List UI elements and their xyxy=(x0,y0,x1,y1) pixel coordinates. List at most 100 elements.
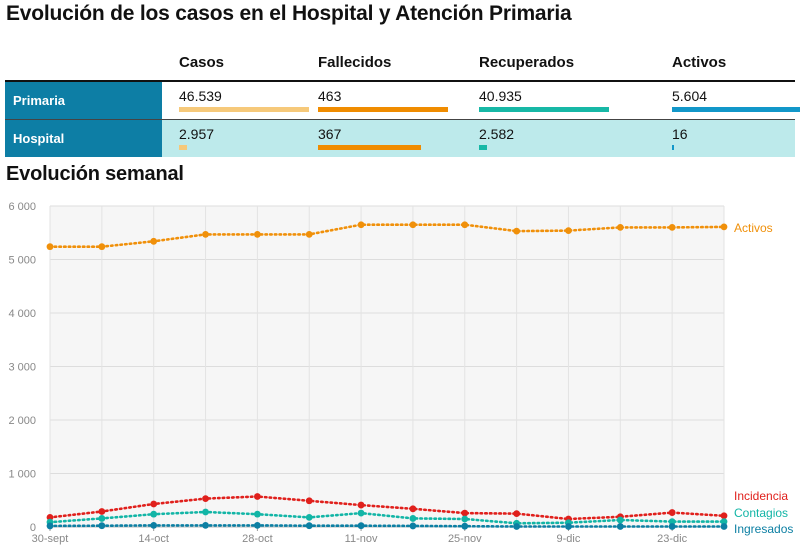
x-tick-label: 30-sept xyxy=(32,533,69,545)
cell-value: 2.582 xyxy=(479,126,515,142)
data-point xyxy=(150,521,158,529)
x-tick-label: 9-dic xyxy=(557,533,581,545)
cell-bar xyxy=(318,145,421,150)
x-tick-label: 25-nov xyxy=(448,533,482,545)
cell-fallecidos: 367 xyxy=(318,126,421,150)
y-tick-label: 5 000 xyxy=(8,255,36,267)
data-point xyxy=(720,223,728,231)
data-point xyxy=(98,515,106,522)
data-point xyxy=(202,230,209,238)
series-label: Contagios xyxy=(734,506,788,520)
cell-bar xyxy=(672,145,674,150)
data-point xyxy=(253,521,261,529)
cell-bar xyxy=(672,107,800,112)
data-point xyxy=(150,500,158,508)
data-point xyxy=(202,495,209,503)
y-axis: 0 1 000 2 000 3 000 4 000 5 000 6 000 xyxy=(8,201,36,534)
row-label: Primaria xyxy=(5,82,162,119)
data-point xyxy=(461,509,469,517)
data-point xyxy=(565,523,572,530)
cell-value: 367 xyxy=(318,126,342,142)
cell-casos: 2.957 xyxy=(179,126,214,150)
column-header-recuperados: Recuperados xyxy=(479,54,575,71)
data-point xyxy=(668,224,676,231)
data-point xyxy=(98,508,106,515)
series-line xyxy=(48,510,726,525)
cell-bar xyxy=(179,145,187,150)
x-tick-label: 14-oct xyxy=(138,533,169,545)
data-point xyxy=(98,522,106,530)
cell-fallecidos: 463 xyxy=(318,88,448,112)
cell-value: 5.604 xyxy=(672,88,708,104)
x-tick-label: 11-nov xyxy=(345,533,378,545)
series-line xyxy=(48,223,726,249)
y-tick-label: 4 000 xyxy=(8,308,36,320)
x-tick-label: 23-dic xyxy=(657,533,687,545)
y-tick-label: 6 000 xyxy=(8,201,36,213)
data-point xyxy=(720,518,728,526)
y-tick-label: 2 000 xyxy=(8,415,36,427)
x-axis: 30-sept 14-oct 28-oct 11-nov 25-nov 9-dic 23-d… xyxy=(32,527,688,545)
column-header-casos: Casos xyxy=(179,54,225,71)
data-point xyxy=(616,523,624,530)
series-label: Activos xyxy=(734,221,773,235)
summary-table: Casos Fallecidos Recuperados Activos Pri… xyxy=(5,44,800,157)
grid xyxy=(49,205,725,528)
data-point xyxy=(668,518,676,526)
data-point xyxy=(409,515,417,522)
data-point xyxy=(513,523,521,530)
data-point xyxy=(253,230,261,238)
cell-recuperados: 2.582 xyxy=(479,126,514,150)
cell-value: 463 xyxy=(318,88,342,104)
data-point xyxy=(357,522,365,530)
series-ingresados: Ingresados xyxy=(46,521,793,536)
data-point xyxy=(720,523,728,530)
data-point xyxy=(305,513,313,521)
data-point xyxy=(565,227,572,235)
data-point xyxy=(409,505,417,513)
cell-casos: 46.539 xyxy=(179,88,309,112)
data-point xyxy=(46,522,54,530)
data-point xyxy=(357,221,365,229)
data-point xyxy=(305,497,313,505)
data-point xyxy=(98,243,106,251)
cell-bar xyxy=(179,107,309,112)
data-point xyxy=(513,227,521,235)
page-title: Evolución de los casos en el Hospital y … xyxy=(6,2,572,25)
data-point xyxy=(409,522,417,530)
series-line xyxy=(48,495,726,521)
table-row-hospital: Hospital 2.957 367 2.582 16 xyxy=(5,120,795,157)
cell-bar xyxy=(479,107,609,112)
data-point xyxy=(616,224,624,231)
cell-value: 2.957 xyxy=(179,126,215,142)
data-point xyxy=(461,221,469,229)
data-point xyxy=(202,521,209,529)
data-point xyxy=(202,508,209,516)
cell-bar xyxy=(318,107,448,112)
weekly-line-chart: 0 1 000 2 000 3 000 4 000 5 000 6 000 30-sept 1… xyxy=(8,201,793,545)
data-point xyxy=(461,522,469,530)
cell-value: 40.935 xyxy=(479,88,522,104)
cell-activos: 5.604 xyxy=(672,88,800,112)
data-point xyxy=(253,493,261,500)
data-point xyxy=(461,515,469,523)
data-point xyxy=(46,243,54,251)
series-line xyxy=(48,524,726,528)
y-tick-label: 1 000 xyxy=(8,469,36,481)
table-header: Casos Fallecidos Recuperados Activos xyxy=(5,44,795,82)
data-point xyxy=(150,510,158,518)
data-point xyxy=(357,501,365,509)
column-header-fallecidos: Fallecidos xyxy=(318,54,392,71)
cell-recuperados: 40.935 xyxy=(479,88,609,112)
y-tick-label: 3 000 xyxy=(8,362,36,374)
data-point xyxy=(253,510,261,518)
data-point xyxy=(409,221,417,229)
series-activos: Activos xyxy=(46,221,773,251)
series: Activos Incidencia Contagios Ingresados xyxy=(46,221,793,536)
column-header-activos: Activos xyxy=(672,54,727,71)
series-label: Incidencia xyxy=(734,489,788,503)
data-point xyxy=(305,230,313,238)
data-point xyxy=(513,510,521,518)
data-point xyxy=(357,509,365,517)
cell-bar xyxy=(479,145,487,150)
